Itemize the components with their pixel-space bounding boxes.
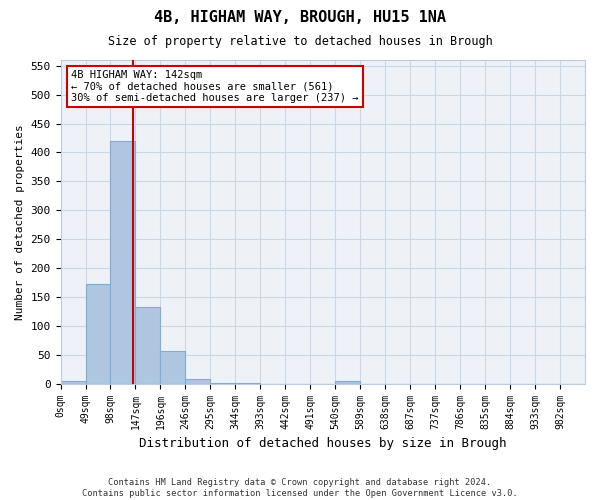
Y-axis label: Number of detached properties: Number of detached properties xyxy=(15,124,25,320)
Bar xyxy=(335,381,360,384)
Bar xyxy=(86,284,110,384)
Bar xyxy=(235,383,260,384)
Bar xyxy=(185,379,211,384)
Text: 4B HIGHAM WAY: 142sqm
← 70% of detached houses are smaller (561)
30% of semi-det: 4B HIGHAM WAY: 142sqm ← 70% of detached … xyxy=(71,70,359,103)
Bar xyxy=(61,381,86,384)
Text: Contains HM Land Registry data © Crown copyright and database right 2024.
Contai: Contains HM Land Registry data © Crown c… xyxy=(82,478,518,498)
Text: 4B, HIGHAM WAY, BROUGH, HU15 1NA: 4B, HIGHAM WAY, BROUGH, HU15 1NA xyxy=(154,10,446,25)
Bar xyxy=(136,308,160,384)
Text: Size of property relative to detached houses in Brough: Size of property relative to detached ho… xyxy=(107,35,493,48)
Bar xyxy=(211,382,235,384)
X-axis label: Distribution of detached houses by size in Brough: Distribution of detached houses by size … xyxy=(139,437,506,450)
Bar xyxy=(110,141,136,384)
Bar xyxy=(160,350,185,384)
